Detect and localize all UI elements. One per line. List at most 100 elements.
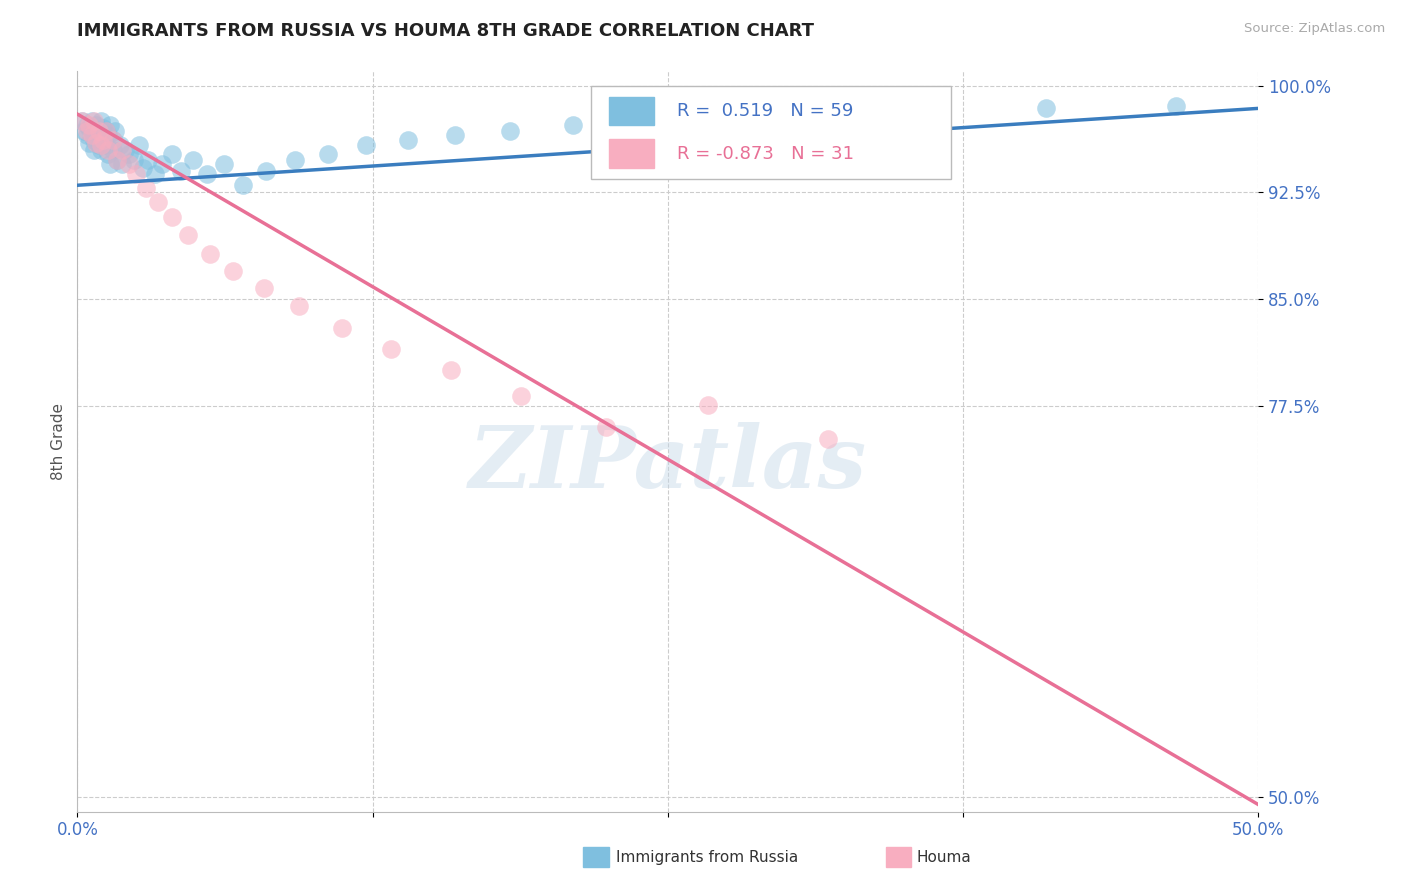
Point (136, 153, 159, 167)
Point (288, 299, 311, 313)
Point (170, 164, 193, 178)
Point (107, 153, 129, 167)
Point (810, 107, 832, 121)
Point (91, 121, 114, 136)
Point (90, 128, 112, 143)
Text: R = -0.873   N = 31: R = -0.873 N = 31 (678, 145, 855, 162)
Point (316, 147, 339, 161)
Point (77, 136, 100, 150)
Point (177, 228, 200, 243)
Point (101, 133, 124, 147)
Point (1035, 102, 1057, 116)
Point (146, 195, 169, 210)
Point (76, 128, 98, 143)
Point (917, 104, 939, 119)
Point (253, 281, 276, 295)
Point (83, 133, 105, 147)
Point (90, 143, 112, 157)
Point (90, 114, 112, 128)
Point (444, 128, 467, 143)
Point (111, 143, 134, 157)
Point (128, 138, 150, 153)
Point (87, 124, 110, 138)
Point (396, 133, 419, 147)
Point (380, 342, 402, 356)
Point (70, 114, 93, 128)
Point (232, 178, 254, 193)
Text: Houma: Houma (917, 850, 972, 864)
Point (77, 121, 100, 136)
Point (100, 119, 122, 133)
FancyBboxPatch shape (609, 97, 654, 126)
Point (84, 119, 107, 133)
Point (91, 133, 114, 147)
Point (101, 143, 124, 157)
Point (97, 143, 120, 157)
Point (111, 157, 134, 171)
Point (101, 133, 124, 147)
Point (94, 124, 117, 138)
Point (94, 124, 117, 138)
Point (160, 147, 183, 161)
Point (354, 138, 377, 153)
Text: Source: ZipAtlas.com: Source: ZipAtlas.com (1244, 22, 1385, 36)
Point (80, 114, 103, 128)
Point (104, 124, 127, 138)
Point (254, 164, 277, 178)
Point (330, 320, 353, 334)
Point (716, 110, 738, 124)
Point (212, 157, 235, 171)
Point (80, 128, 103, 143)
Point (160, 210, 183, 224)
Point (284, 153, 307, 167)
Point (73, 124, 96, 138)
Point (107, 153, 129, 167)
Point (118, 157, 141, 171)
Point (125, 167, 148, 181)
Point (70, 114, 93, 128)
Text: R =  0.519   N = 59: R = 0.519 N = 59 (678, 103, 853, 120)
Point (84, 128, 107, 143)
Point (83, 114, 105, 128)
Point (1164, 98, 1187, 112)
Point (122, 153, 145, 167)
Point (181, 153, 204, 167)
Point (87, 138, 110, 153)
Point (80, 124, 103, 138)
Text: IMMIGRANTS FROM RUSSIA VS HOUMA 8TH GRADE CORRELATION CHART: IMMIGRANTS FROM RUSSIA VS HOUMA 8TH GRAD… (77, 22, 814, 40)
Text: Immigrants from Russia: Immigrants from Russia (616, 850, 799, 864)
Point (76, 124, 98, 138)
Point (697, 397, 720, 411)
Point (817, 432, 839, 446)
FancyBboxPatch shape (609, 139, 654, 168)
Point (76, 119, 98, 133)
Point (150, 157, 173, 171)
Point (97, 128, 120, 143)
Point (222, 263, 245, 277)
Point (114, 143, 136, 157)
Point (77, 119, 100, 133)
FancyBboxPatch shape (591, 87, 952, 178)
Point (94, 138, 117, 153)
Point (100, 157, 122, 171)
Point (118, 147, 141, 161)
Point (108, 138, 131, 153)
Point (132, 161, 155, 176)
Y-axis label: 8th Grade: 8th Grade (51, 403, 66, 480)
Point (135, 181, 157, 195)
Point (90, 138, 112, 153)
Point (439, 363, 461, 377)
Point (97, 147, 120, 161)
Text: ZIPatlas: ZIPatlas (468, 422, 868, 506)
Point (198, 246, 221, 260)
Point (195, 167, 218, 181)
Point (498, 124, 520, 138)
Point (143, 167, 166, 181)
Point (562, 119, 585, 133)
Point (91, 133, 114, 147)
Point (83, 143, 105, 157)
Point (595, 420, 617, 434)
Point (633, 114, 655, 128)
Point (84, 136, 107, 150)
Point (87, 124, 110, 138)
